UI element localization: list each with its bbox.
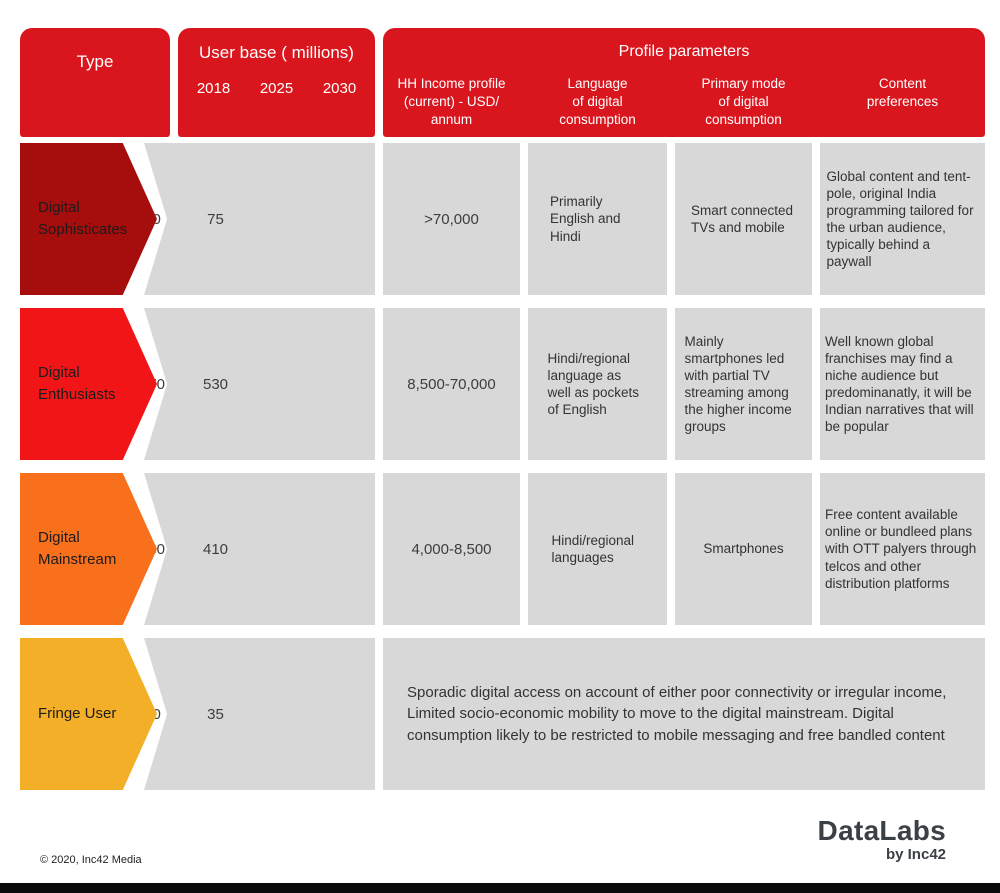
content-cell: Free content available online or bundlee…: [820, 473, 985, 625]
table-row-digital-enthusiasts: 190 370 530 Digital Enthusiasts 8,500-70…: [20, 308, 985, 460]
table-header: Type User base ( millions) 2018 2025 203…: [20, 28, 985, 137]
segments-table: Type User base ( millions) 2018 2025 203…: [20, 28, 985, 790]
table-row-digital-mainstream: 310 380 410 Digital Mainstream 4,000-8,5…: [20, 473, 985, 625]
datalabs-logo-subtitle: by Inc42: [885, 846, 946, 864]
header-user-base: User base ( millions) 2018 2025 2030: [178, 28, 375, 137]
header-content: Content preferences: [866, 76, 939, 109]
datalabs-logo-title: DataLabs: [817, 815, 946, 846]
datalabs-logo: DataLabs by Inc42: [817, 815, 946, 864]
header-years: 2018 2025 2030: [178, 80, 375, 97]
language-text: Primarily English and Hindi: [550, 194, 621, 244]
language-cell: Hindi/regional languages: [528, 473, 667, 625]
value-2030: 75: [207, 210, 224, 228]
year-2018: 2018: [196, 80, 231, 97]
content-text: Global content and tent-pole, original I…: [826, 168, 974, 270]
mode-cell: Smartphones: [675, 473, 812, 625]
header-income: HH Income profile (current) - USD/ annum: [397, 76, 506, 127]
user-base-cell: [144, 638, 375, 790]
table-row-fringe-user: 10 20 35 Fringe User Sporadic digital ac…: [20, 638, 985, 790]
language-text: Hindi/regional languages: [551, 532, 635, 565]
type-label: Digital Sophisticates: [38, 199, 128, 238]
language-cell: Primarily English and Hindi: [528, 143, 667, 295]
table-row-digital-sophisticates: 18 50 75 Digital Sophisticates >70,000 P…: [20, 143, 985, 295]
content-cell: Well known global franchises may find a …: [820, 308, 985, 460]
content-cell: Global content and tent-pole, original I…: [820, 143, 985, 295]
fringe-description-text: Sporadic digital access on account of ei…: [407, 684, 947, 744]
copyright-text: © 2020, Inc42 Media: [40, 854, 142, 866]
language-cell: Hindi/regional language as well as pocke…: [528, 308, 667, 460]
header-mode: Primary mode of digital consumption: [701, 76, 786, 127]
fringe-description-cell: Sporadic digital access on account of ei…: [383, 638, 985, 790]
income-value: >70,000: [424, 210, 479, 228]
header-language: Language of digital consumption: [559, 76, 636, 127]
mode-text: Mainly smartphones led with partial TV s…: [684, 333, 792, 435]
income-cell: 4,000-8,500: [383, 473, 520, 625]
year-2030: 2030: [322, 80, 357, 97]
value-2030: 35: [207, 705, 224, 723]
value-2030: 530: [202, 375, 229, 393]
mode-cell: Smart connected TVs and mobile: [675, 143, 812, 295]
year-2025: 2025: [259, 80, 294, 97]
income-value: 4,000-8,500: [411, 540, 492, 558]
type-label: Digital Enthusiasts: [38, 364, 116, 403]
content-text: Well known global franchises may find a …: [825, 333, 974, 435]
user-base-cell: [144, 308, 375, 460]
bottom-bar: [0, 883, 1000, 893]
type-label: Digital Mainstream: [38, 529, 117, 568]
language-text: Hindi/regional language as well as pocke…: [547, 350, 640, 418]
value-2030: 410: [202, 540, 229, 558]
mode-cell: Mainly smartphones led with partial TV s…: [675, 308, 812, 460]
mode-text: Smart connected TVs and mobile: [691, 202, 794, 235]
header-type: Type: [20, 28, 170, 137]
income-cell: 8,500-70,000: [383, 308, 520, 460]
header-user-base-label: User base ( millions): [199, 43, 354, 62]
header-type-label: Type: [76, 52, 114, 71]
income-value: 8,500-70,000: [407, 375, 496, 393]
user-base-cell: [144, 473, 375, 625]
income-cell: >70,000: [383, 143, 520, 295]
mode-text: Smartphones: [703, 541, 784, 557]
content-text: Free content available online or bundlee…: [825, 507, 977, 591]
user-base-cell: [144, 143, 375, 295]
header-profile-label: Profile parameters: [618, 43, 750, 60]
header-profile-parameters: Profile parameters HH Income profile (cu…: [383, 28, 985, 137]
type-label: Fringe User: [38, 705, 117, 723]
